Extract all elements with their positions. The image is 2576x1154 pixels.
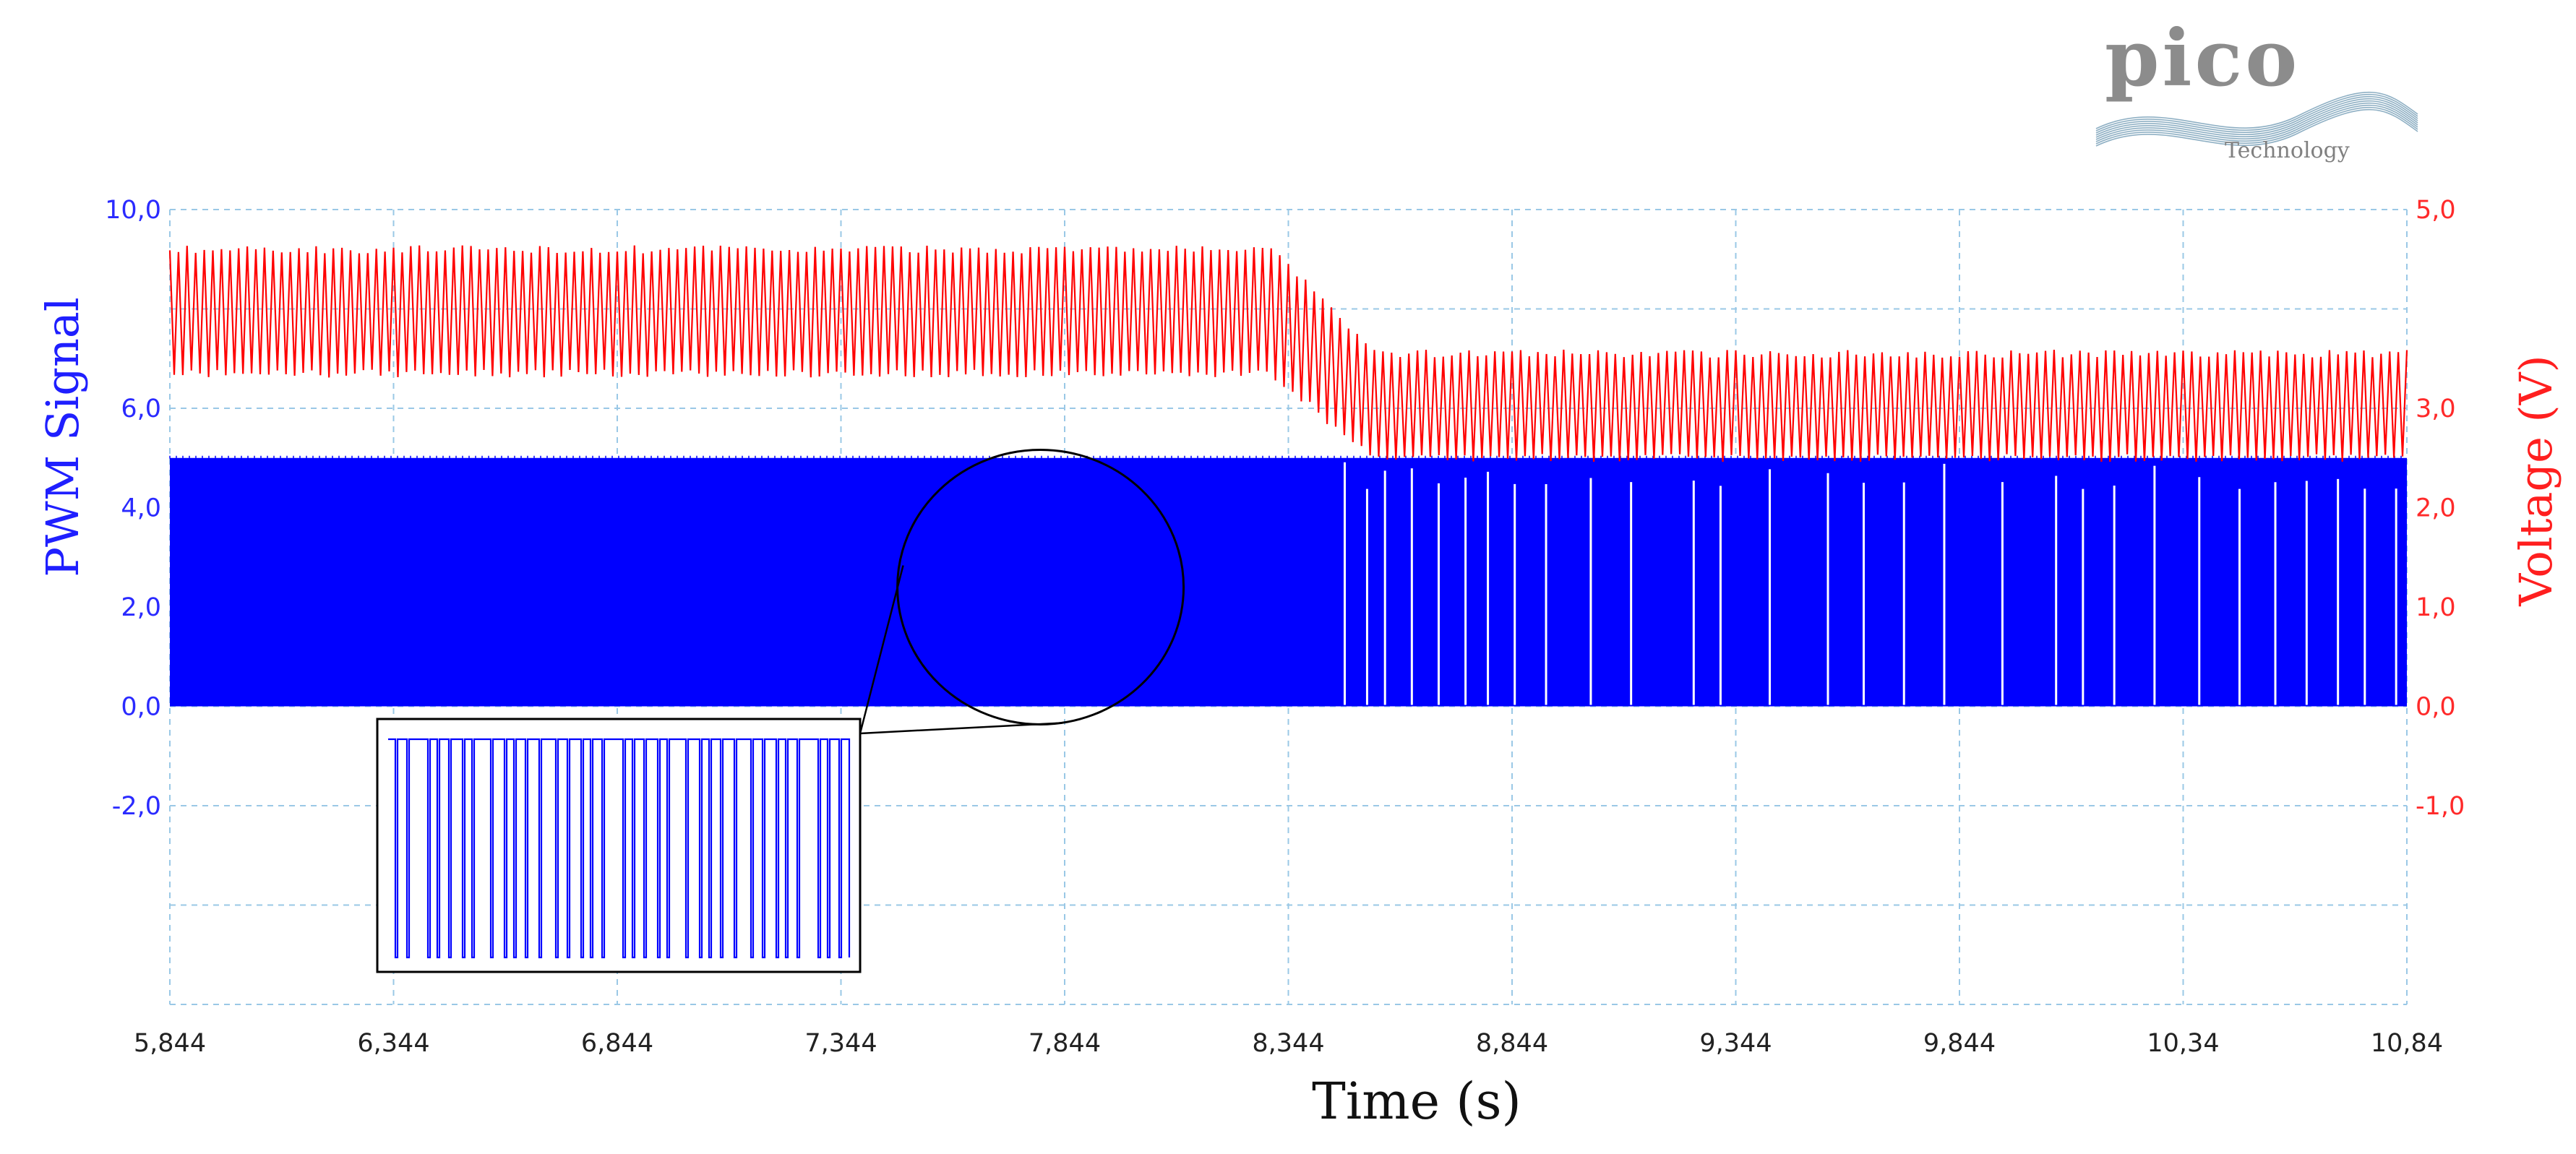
y-right-tick-label: 1,0 bbox=[2416, 593, 2456, 622]
logo-wave-line bbox=[2095, 105, 2418, 142]
y-left-tick-label: 4,0 bbox=[121, 494, 161, 523]
voltage-trace bbox=[168, 245, 2408, 462]
pico-logo: pico Technology bbox=[2095, 13, 2418, 163]
x-axis-title: Time (s) bbox=[1312, 1072, 1521, 1131]
left-axis-ticks: 10,0 6,0 4,0 2,0 0,0 -2,0 bbox=[105, 196, 161, 821]
y-left-tick-label: 10,0 bbox=[105, 196, 161, 225]
y-left-tick-label: 6,0 bbox=[121, 395, 161, 423]
y-left-tick-label: 0,0 bbox=[121, 693, 161, 722]
y-left-tick-label: 2,0 bbox=[121, 593, 161, 622]
x-tick-label: 9,844 bbox=[1923, 1029, 1996, 1058]
logo-wave-line bbox=[2095, 98, 2418, 136]
zoom-inset bbox=[376, 449, 1185, 973]
right-axis-ticks: 5,0 3,0 2,0 1,0 0,0 -1,0 bbox=[2416, 196, 2465, 821]
x-tick-label: 9,344 bbox=[1699, 1029, 1772, 1058]
magnifier-connector bbox=[859, 565, 904, 734]
y-right-tick-label: 3,0 bbox=[2416, 395, 2456, 423]
logo-wave-line bbox=[2095, 94, 2418, 132]
x-tick-label: 5,844 bbox=[134, 1029, 206, 1058]
logo-wave-line bbox=[2095, 103, 2418, 140]
x-tick-label: 7,344 bbox=[804, 1029, 877, 1058]
logo-wave-line bbox=[2095, 96, 2418, 134]
y-axis-left-title: PWM Signal bbox=[36, 297, 89, 577]
logo-wave-line bbox=[2095, 92, 2418, 129]
x-tick-label: 6,344 bbox=[357, 1029, 429, 1058]
zoom-inset-square-wave bbox=[388, 738, 851, 959]
y-right-tick-label: 0,0 bbox=[2416, 693, 2456, 722]
x-tick-label: 8,844 bbox=[1476, 1029, 1548, 1058]
magnifier-connector bbox=[859, 722, 1062, 735]
x-axis-ticks: 5,844 6,344 6,844 7,344 7,844 8,344 8,844 9,344… bbox=[134, 1029, 2443, 1058]
pwm-signal-band bbox=[170, 457, 2407, 707]
logo-wave-line bbox=[2095, 100, 2418, 138]
logo-tagline: Technology bbox=[2225, 138, 2350, 163]
x-tick-label: 7,844 bbox=[1029, 1029, 1101, 1058]
pwm-series bbox=[169, 455, 2407, 707]
x-tick-label: 6,844 bbox=[581, 1029, 653, 1058]
logo-waves-icon bbox=[2095, 92, 2418, 147]
x-tick-label: 10,84 bbox=[2371, 1029, 2443, 1058]
y-right-tick-label: 5,0 bbox=[2416, 196, 2456, 225]
y-axis-right-title: Voltage (V) bbox=[2510, 355, 2562, 606]
y-right-tick-label: -1,0 bbox=[2416, 792, 2465, 821]
logo-wave-line bbox=[2095, 109, 2418, 147]
zoom-inset-box bbox=[376, 718, 862, 973]
x-tick-label: 8,344 bbox=[1252, 1029, 1324, 1058]
voltage-series bbox=[168, 245, 2408, 462]
x-tick-label: 10,34 bbox=[2147, 1029, 2219, 1058]
logo-wave-line bbox=[2095, 107, 2418, 145]
logo-name: pico bbox=[2105, 13, 2300, 104]
y-right-tick-label: 2,0 bbox=[2416, 494, 2456, 523]
y-left-tick-label: -2,0 bbox=[112, 792, 161, 821]
